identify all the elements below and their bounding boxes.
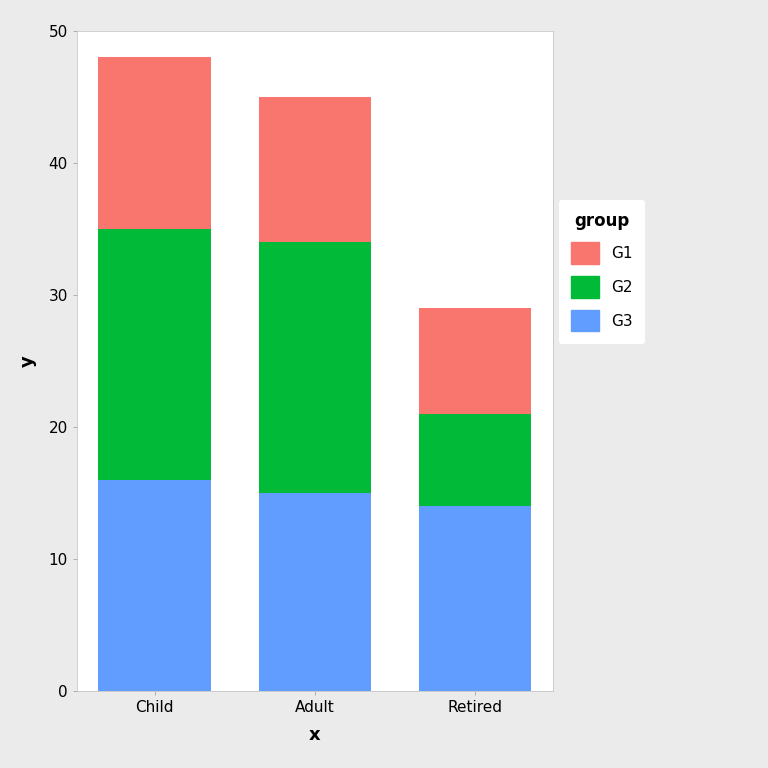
Bar — [259, 97, 371, 242]
Bar — [98, 229, 210, 480]
Bar — [259, 493, 371, 691]
Bar — [419, 506, 531, 691]
Bar — [98, 480, 210, 691]
Y-axis label: y: y — [19, 355, 38, 367]
Legend: G1, G2, G3: G1, G2, G3 — [559, 200, 645, 343]
Bar — [419, 414, 531, 506]
X-axis label: x: x — [309, 727, 321, 744]
Bar — [259, 242, 371, 493]
Bar — [98, 57, 210, 229]
Bar — [419, 308, 531, 414]
